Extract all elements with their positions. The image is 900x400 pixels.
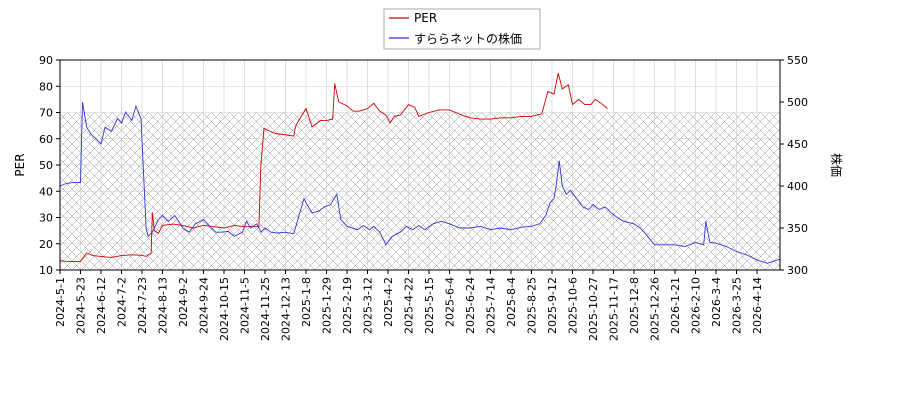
x-axis-tick-label: 2025-4-2 xyxy=(382,277,395,327)
series-lines xyxy=(60,72,780,264)
x-axis-tick-label: 2025-8-25 xyxy=(526,277,539,334)
left-axis-tick-label: 10 xyxy=(39,264,53,277)
right-axis-tick-label: 300 xyxy=(787,264,808,277)
x-axis-tick-label: 2025-9-12 xyxy=(546,277,559,334)
x-axis-tick-label: 2025-7-14 xyxy=(485,277,498,334)
x-axis-tick-label: 2024-10-15 xyxy=(218,277,231,341)
x-axis-tick-label: 2024-7-23 xyxy=(136,277,149,334)
x-axis-tick-label: 2024-9-2 xyxy=(177,277,190,327)
x-axis-tick-label: 2026-1-21 xyxy=(669,277,682,334)
x-axis-tick-label: 2025-5-15 xyxy=(423,277,436,334)
x-axis-tick-label: 2025-6-4 xyxy=(444,277,457,327)
x-axis-tick-label: 2025-1-8 xyxy=(300,277,313,327)
legend-label-price: すららネットの株価 xyxy=(414,31,522,46)
x-axis-tick-label: 2025-2-19 xyxy=(341,277,354,334)
left-axis-tick-label: 30 xyxy=(39,212,53,225)
per-line xyxy=(60,72,608,263)
right-axis-label: 株価 xyxy=(829,153,844,177)
x-axis-tick-label: 2025-10-6 xyxy=(567,277,580,334)
left-axis-tick-label: 20 xyxy=(39,238,53,251)
left-axis-tick-label: 80 xyxy=(39,80,53,93)
x-axis-tick-label: 2024-5-23 xyxy=(75,277,88,334)
right-axis-tick-label: 550 xyxy=(787,54,808,67)
x-axis-tick-label: 2025-11-17 xyxy=(608,277,621,341)
x-axis-tick-label: 2026-3-25 xyxy=(731,277,744,334)
x-axis-tick-label: 2024-5-1 xyxy=(54,277,67,327)
left-axis: 10 20 30 40 50 60 70 80 90 xyxy=(39,54,60,277)
left-axis-tick-label: 60 xyxy=(39,133,53,146)
x-axis-tick-label: 2025-3-12 xyxy=(362,277,375,334)
left-axis-tick-label: 90 xyxy=(39,54,53,67)
x-axis-tick-label: 2024-6-12 xyxy=(95,277,108,334)
legend: PER すららネットの株価 xyxy=(383,8,541,50)
left-axis-tick-label: 50 xyxy=(39,159,53,172)
x-axis-tick-label: 2025-12-26 xyxy=(649,277,662,341)
legend-label-per: PER xyxy=(414,11,437,25)
left-axis-label: PER xyxy=(13,153,27,176)
x-axis-tick-label: 2025-8-4 xyxy=(505,277,518,327)
x-axis-tick-label: 2024-12-13 xyxy=(280,277,293,341)
x-axis-tick-label: 2024-7-2 xyxy=(116,277,129,327)
x-axis-tick-label: 2024-11-25 xyxy=(259,277,272,341)
x-axis-tick-label: 2024-9-24 xyxy=(198,277,211,334)
x-axis-tick-label: 2025-6-24 xyxy=(464,277,477,334)
legend-box xyxy=(383,8,541,50)
x-axis-tick-label: 2025-10-27 xyxy=(587,277,600,341)
stock-price-line xyxy=(60,101,780,264)
right-axis-tick-label: 450 xyxy=(787,138,808,151)
left-axis-tick-label: 70 xyxy=(39,107,53,120)
x-axis-tick-label: 2026-3-4 xyxy=(710,277,723,327)
x-axis-tick-label: 2025-12-8 xyxy=(628,277,641,334)
right-axis-tick-label: 500 xyxy=(787,96,808,109)
x-axis-tick-label: 2024-8-13 xyxy=(157,277,170,334)
right-axis: 300 350 400 450 500 550 xyxy=(780,54,808,277)
x-axis-tick-label: 2026-4-14 xyxy=(751,277,764,334)
left-axis-tick-label: 40 xyxy=(39,185,53,198)
x-axis: 2024-5-1 2024-5-23 2024-6-12 2024-7-2 2024-7… xyxy=(54,270,764,341)
x-axis-tick-label: 2025-4-22 xyxy=(403,277,416,334)
right-axis-tick-label: 400 xyxy=(787,180,808,193)
right-axis-tick-label: 350 xyxy=(787,222,808,235)
x-axis-tick-label: 2024-11-5 xyxy=(239,277,252,334)
x-axis-tick-label: 2026-2-10 xyxy=(690,277,703,334)
x-axis-tick-label: 2025-1-29 xyxy=(321,277,334,334)
